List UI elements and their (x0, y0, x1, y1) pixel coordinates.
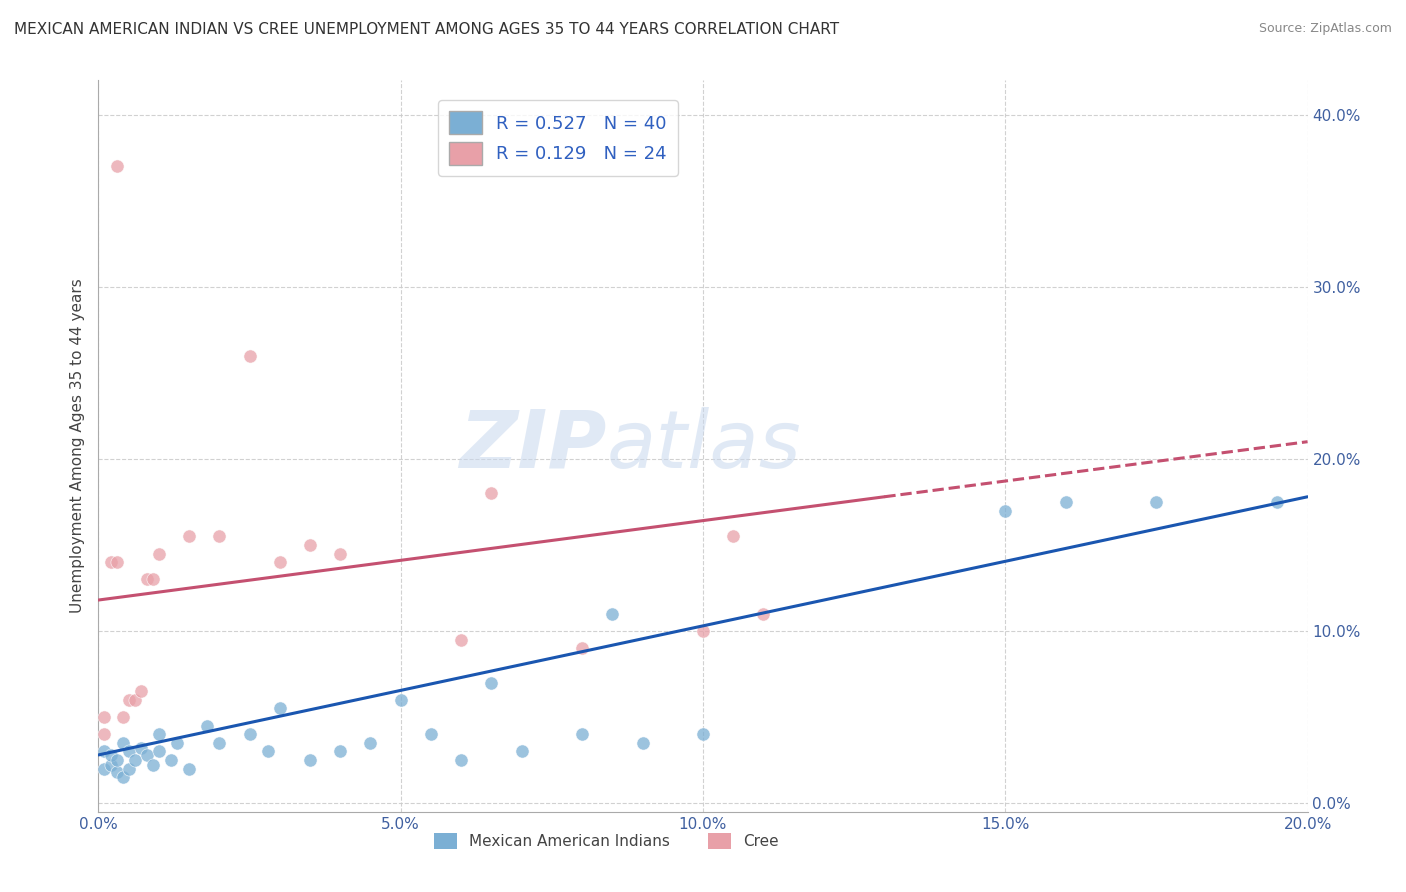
Point (179, 529, 201, 543)
Point (723, 529, 745, 543)
Point (179, 762, 201, 776)
Point (129, 741, 152, 756)
Point (1054, 495, 1077, 509)
Text: Source: ZipAtlas.com: Source: ZipAtlas.com (1258, 22, 1392, 36)
Point (105, 555, 128, 569)
Point (111, 710, 134, 724)
Point (329, 547, 352, 561)
Point (299, 538, 322, 552)
Point (100, 555, 122, 569)
Point (118, 693, 141, 707)
Point (239, 349, 262, 363)
Point (105, 765, 128, 780)
Point (602, 607, 624, 621)
Point (142, 758, 165, 772)
Point (420, 727, 443, 741)
Point (299, 753, 322, 767)
Point (692, 624, 714, 638)
Point (118, 762, 141, 776)
Y-axis label: Unemployment Among Ages 35 to 44 years: Unemployment Among Ages 35 to 44 years (69, 278, 84, 614)
Point (100, 758, 122, 772)
Point (166, 736, 188, 750)
Point (93, 710, 115, 724)
Point (148, 744, 170, 758)
Point (239, 727, 262, 741)
Point (269, 555, 291, 569)
Text: MEXICAN AMERICAN INDIAN VS CREE UNEMPLOYMENT AMONG AGES 35 TO 44 YEARS CORRELATI: MEXICAN AMERICAN INDIAN VS CREE UNEMPLOY… (14, 22, 839, 37)
Point (93, 727, 115, 741)
Point (148, 547, 170, 561)
Point (481, 675, 503, 690)
Point (329, 744, 352, 758)
Point (195, 719, 218, 733)
Point (100, 747, 122, 762)
Point (389, 693, 412, 707)
Point (1144, 495, 1167, 509)
Point (450, 632, 472, 647)
Point (752, 607, 775, 621)
Point (118, 744, 141, 758)
Point (208, 736, 231, 750)
Point (105, 159, 128, 173)
Point (135, 747, 157, 762)
Point (450, 753, 472, 767)
Text: atlas: atlas (606, 407, 801, 485)
Point (111, 770, 134, 784)
Point (1267, 495, 1289, 509)
Point (105, 753, 128, 767)
Text: ZIP: ZIP (458, 407, 606, 485)
Point (692, 727, 714, 741)
Point (93, 762, 115, 776)
Point (571, 727, 593, 741)
Point (142, 573, 165, 587)
Point (148, 727, 170, 741)
Legend: Mexican American Indians, Cree: Mexican American Indians, Cree (427, 827, 785, 855)
Point (111, 736, 134, 750)
Point (256, 744, 278, 758)
Point (510, 744, 533, 758)
Point (129, 684, 152, 698)
Point (481, 486, 503, 500)
Point (93, 744, 115, 758)
Point (571, 641, 593, 656)
Point (160, 753, 183, 767)
Point (994, 503, 1017, 517)
Point (208, 529, 231, 543)
Point (631, 736, 654, 750)
Point (124, 693, 146, 707)
Point (269, 701, 291, 715)
Point (360, 736, 382, 750)
Point (135, 573, 157, 587)
Point (124, 753, 146, 767)
